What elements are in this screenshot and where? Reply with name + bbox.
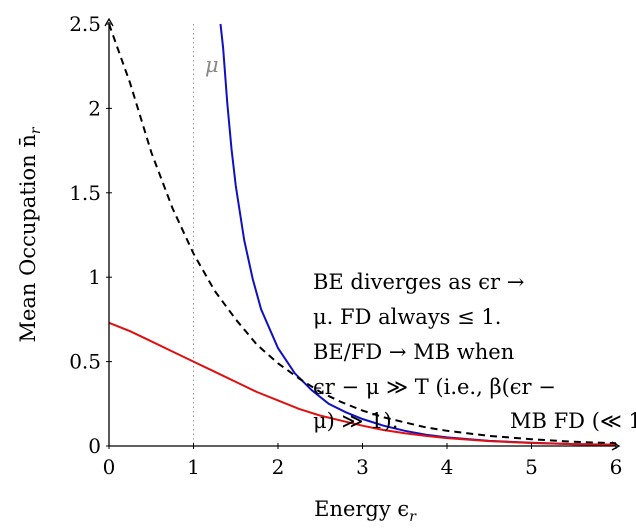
x-tick-label: 6 — [610, 455, 623, 479]
x-tick-label: 5 — [525, 455, 538, 479]
series-line-2 — [109, 23, 617, 445]
x-tick-label: 1 — [187, 455, 200, 479]
mu-label: μ — [205, 53, 219, 77]
x-axis-arrow — [611, 441, 621, 451]
y-tick-label: 1 — [88, 265, 101, 289]
y-tick-label: 2.5 — [69, 12, 101, 36]
x-axis-title: Energy ϵr — [314, 497, 417, 525]
x-tick-label: 0 — [103, 455, 116, 479]
tick-group: 0 1 2 3 4 5 6 0 0.5 1 1.5 2 2.5 — [69, 12, 622, 479]
y-tick-label: 0.5 — [69, 350, 101, 374]
series-line-3 — [109, 321, 617, 446]
x-tick-label: 4 — [441, 455, 454, 479]
annotation-line: BE diverges as ϵr → — [313, 270, 524, 294]
y-tick-label: 0 — [88, 434, 101, 458]
series-group — [109, 23, 617, 446]
annotation-line: ϵr − μ ≫ T (i.e., β(ϵr − — [313, 375, 556, 399]
legend-fragment: MB FD (≪ 1 — [510, 409, 636, 433]
annotation-line: μ. FD always ≤ 1. — [313, 305, 501, 329]
annotation-text: BE diverges as ϵr → μ. FD always ≤ 1. BE… — [313, 270, 556, 433]
annotation-line: BE/FD → MB when — [313, 340, 514, 364]
x-tick-label: 2 — [272, 455, 285, 479]
y-axis-title: Mean Occupation n̄r — [16, 126, 44, 342]
y-tick-label: 2 — [88, 96, 101, 120]
annotation-line: μ) ≫ 1). — [313, 409, 398, 433]
y-tick-label: 1.5 — [69, 181, 101, 205]
x-tick-label: 3 — [356, 455, 369, 479]
